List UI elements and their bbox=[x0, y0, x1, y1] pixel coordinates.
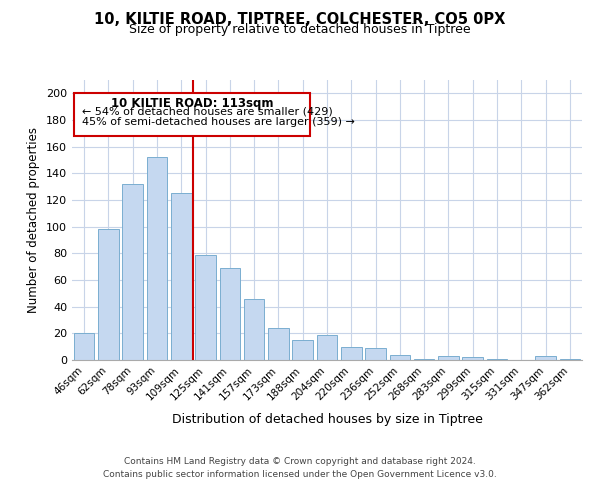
Bar bbox=[195, 254, 216, 360]
X-axis label: Distribution of detached houses by size in Tiptree: Distribution of detached houses by size … bbox=[172, 413, 482, 426]
Text: 10 KILTIE ROAD: 113sqm: 10 KILTIE ROAD: 113sqm bbox=[111, 98, 274, 110]
Text: Contains public sector information licensed under the Open Government Licence v3: Contains public sector information licen… bbox=[103, 470, 497, 479]
Text: 10, KILTIE ROAD, TIPTREE, COLCHESTER, CO5 0PX: 10, KILTIE ROAD, TIPTREE, COLCHESTER, CO… bbox=[94, 12, 506, 28]
Bar bbox=[317, 334, 337, 360]
Bar bbox=[560, 358, 580, 360]
Bar bbox=[122, 184, 143, 360]
Bar bbox=[268, 328, 289, 360]
Bar bbox=[74, 334, 94, 360]
Bar bbox=[414, 358, 434, 360]
Y-axis label: Number of detached properties: Number of detached properties bbox=[28, 127, 40, 313]
Bar bbox=[220, 268, 240, 360]
Bar bbox=[292, 340, 313, 360]
Bar bbox=[365, 348, 386, 360]
Bar bbox=[487, 358, 508, 360]
Bar bbox=[535, 356, 556, 360]
Bar bbox=[98, 230, 119, 360]
Text: Contains HM Land Registry data © Crown copyright and database right 2024.: Contains HM Land Registry data © Crown c… bbox=[124, 458, 476, 466]
Text: 45% of semi-detached houses are larger (359) →: 45% of semi-detached houses are larger (… bbox=[82, 118, 355, 128]
FancyBboxPatch shape bbox=[74, 94, 310, 136]
Bar bbox=[146, 158, 167, 360]
Bar bbox=[171, 194, 191, 360]
Bar bbox=[244, 298, 265, 360]
Bar bbox=[438, 356, 459, 360]
Text: Size of property relative to detached houses in Tiptree: Size of property relative to detached ho… bbox=[129, 22, 471, 36]
Text: ← 54% of detached houses are smaller (429): ← 54% of detached houses are smaller (42… bbox=[82, 106, 332, 117]
Bar bbox=[463, 358, 483, 360]
Bar bbox=[389, 354, 410, 360]
Bar bbox=[341, 346, 362, 360]
